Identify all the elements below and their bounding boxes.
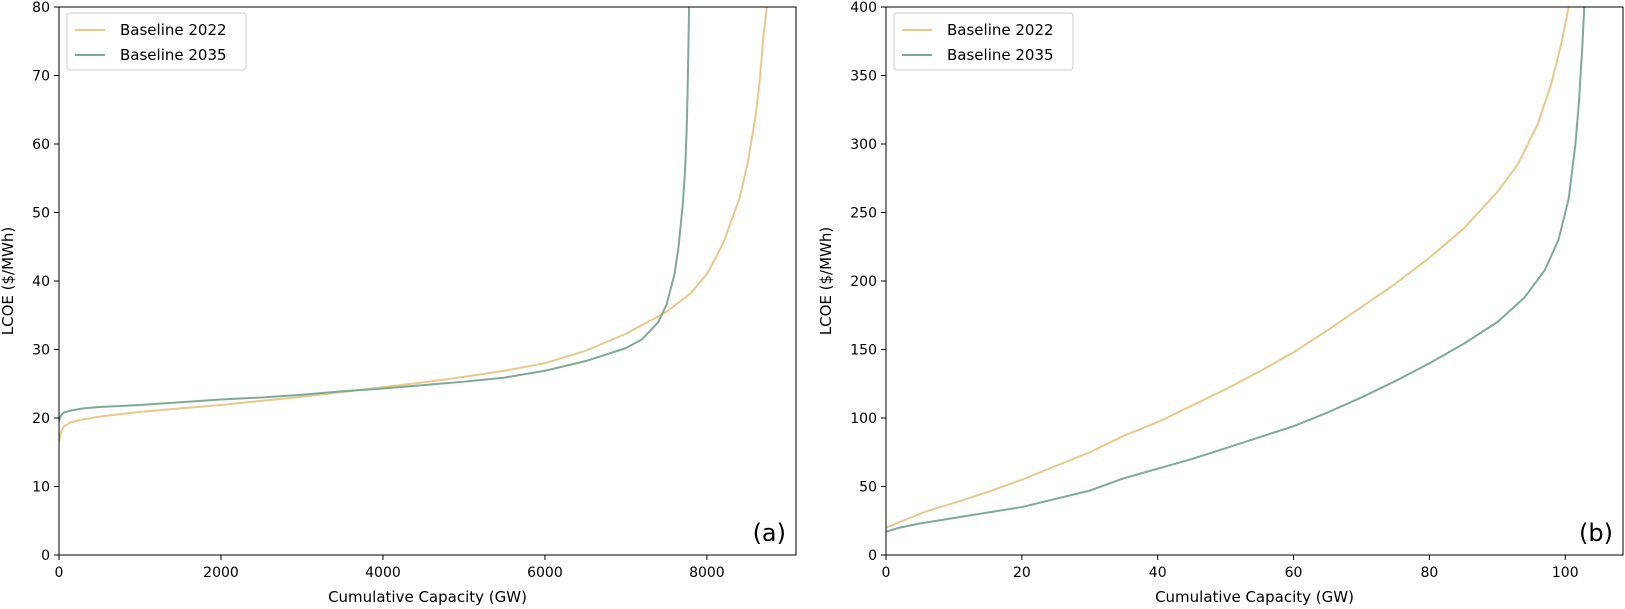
- panel-label: (b): [1579, 519, 1613, 547]
- x-tick-label: 0: [55, 565, 64, 581]
- x-tick-label: 100: [1552, 565, 1579, 581]
- x-tick-label: 80: [1420, 565, 1438, 581]
- y-tick-label: 20: [32, 411, 50, 427]
- y-tick-label: 200: [850, 274, 877, 290]
- y-tick-label: 50: [859, 480, 877, 496]
- y-axis-label: LCOE ($/MWh): [0, 227, 17, 335]
- y-tick-label: 150: [850, 343, 877, 359]
- x-axis-label: Cumulative Capacity (GW): [1155, 588, 1354, 606]
- series-line-1: [59, 7, 768, 443]
- y-tick-label: 250: [850, 206, 877, 222]
- y-tick-label: 0: [41, 548, 50, 564]
- axes-frame: [885, 6, 1624, 556]
- y-tick-label: 40: [32, 274, 50, 290]
- y-tick-label: 30: [32, 343, 50, 359]
- y-tick-label: 80: [32, 0, 50, 16]
- y-tick-label: 50: [32, 206, 50, 222]
- chart-panel-a: 0 2000 4000 6000 8000 0 10 20 30 40 50 60 70 80 Cumula…: [0, 0, 797, 606]
- y-tick-label: 60: [32, 137, 50, 153]
- legend-box: [66, 12, 247, 71]
- y-tick-label: 70: [32, 69, 50, 85]
- x-tick-label: 0: [882, 565, 891, 581]
- y-tick-label: 350: [850, 69, 877, 85]
- x-tick-label: 6000: [527, 565, 563, 581]
- y-tick-label: 10: [32, 480, 50, 496]
- series-line-1: [886, 7, 1570, 529]
- legend-label: Baseline 2035: [120, 46, 227, 64]
- y-tick-label: 0: [868, 548, 877, 564]
- legend-box: [893, 12, 1074, 71]
- y-tick-label: 300: [850, 137, 877, 153]
- x-tick-label: 8000: [689, 565, 725, 581]
- axes-frame: [58, 6, 797, 556]
- series-line-2: [886, 7, 1586, 533]
- x-tick-label: 20: [1013, 565, 1031, 581]
- y-tick-label: 400: [850, 0, 877, 16]
- y-axis-label: LCOE ($/MWh): [817, 227, 835, 335]
- x-tick-label: 40: [1149, 565, 1167, 581]
- legend-label: Baseline 2022: [120, 21, 227, 39]
- x-tick-label: 2000: [203, 565, 239, 581]
- x-axis-label: Cumulative Capacity (GW): [328, 588, 527, 606]
- y-tick-label: 100: [850, 411, 877, 427]
- chart-panel-b: 0 20 40 60 80 100 0 50 100 150 200 250 300 350 400 Cumu…: [817, 0, 1624, 606]
- legend-label: Baseline 2035: [947, 46, 1054, 64]
- panel-label: (a): [753, 519, 786, 547]
- x-tick-label: 4000: [365, 565, 401, 581]
- series-line-2: [59, 7, 691, 422]
- legend-label: Baseline 2022: [947, 21, 1054, 39]
- x-tick-label: 60: [1285, 565, 1303, 581]
